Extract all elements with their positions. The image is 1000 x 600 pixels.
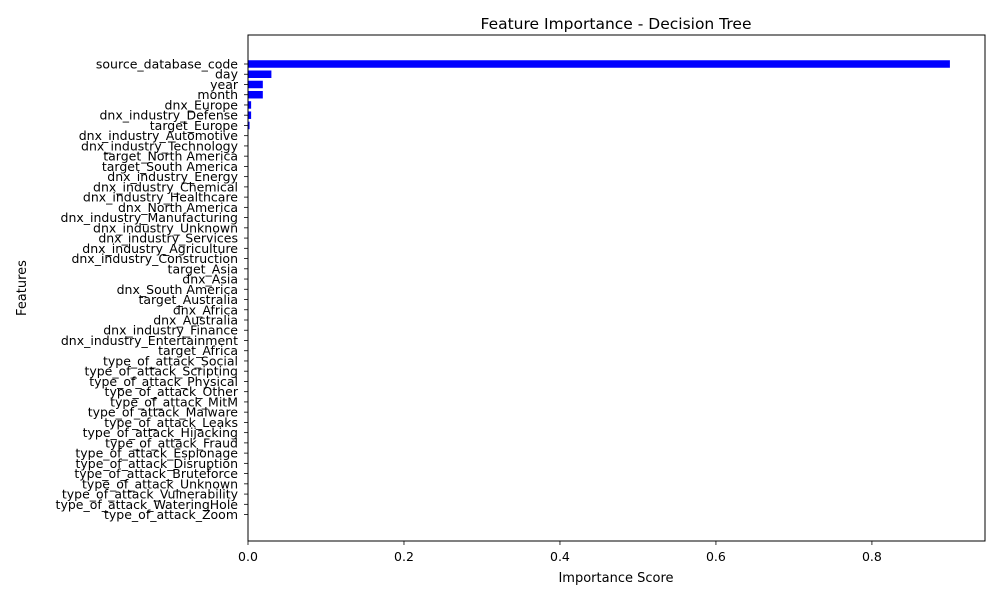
y-tick-label: dnx_industry_Energy — [107, 169, 238, 184]
y-tick-label: type_of_attack_Bruteforce — [74, 466, 238, 481]
y-tick-label: target_North America — [103, 149, 238, 164]
y-tick-label: month — [197, 87, 238, 102]
y-tick-label: year — [210, 77, 239, 92]
plot-frame — [247, 34, 986, 542]
y-ticks-group: source_database_codedayyearmonthdnx_Euro… — [56, 57, 248, 522]
x-tick-label: 0.6 — [706, 549, 726, 564]
bar — [248, 121, 250, 130]
y-tick-label: type_of_attack_Malware — [88, 405, 239, 420]
y-tick-label: dnx_Australia — [153, 313, 238, 328]
y-tick-label: type_of_attack_Other — [105, 384, 239, 399]
y-tick-label: type_of_attack_MitM — [110, 394, 238, 409]
bar — [248, 70, 272, 78]
y-tick-label: target_South America — [102, 159, 238, 174]
bar — [248, 60, 950, 68]
y-tick-label: target_Asia — [168, 261, 238, 276]
chart-title: Feature Importance - Decision Tree — [481, 15, 752, 33]
y-tick-label: source_database_code — [96, 57, 238, 72]
y-tick-label: dnx_industry_Unknown — [93, 220, 238, 235]
y-tick-label: type_of_attack_Social — [103, 353, 238, 368]
bar — [248, 80, 263, 89]
y-tick-label: dnx_industry_Chemical — [93, 179, 238, 194]
x-tick-label: 0.0 — [238, 549, 258, 564]
y-tick-label: dnx_industry_Finance — [103, 323, 238, 338]
y-tick-label: dnx_industry_Defense — [100, 108, 239, 123]
y-tick-label: dnx_industry_Agriculture — [82, 241, 238, 256]
y-tick-label: dnx_industry_Healthcare — [83, 190, 238, 205]
y-tick-label: type_of_attack_Unknown — [82, 476, 238, 491]
y-tick-label: type_of_attack_Scripting — [84, 364, 238, 379]
y-tick-label: dnx_Asia — [182, 272, 238, 287]
y-tick-label: type_of_attack_Physical — [89, 374, 238, 389]
y-tick-label: type_of_attack_Disruption — [75, 456, 238, 471]
y-tick-label: dnx_industry_Entertainment — [61, 333, 238, 348]
y-tick-label: dnx_Europe — [165, 97, 239, 112]
y-tick-label: dnx_North America — [118, 200, 238, 215]
y-tick-label: type_of_attack_Vulnerability — [62, 487, 239, 502]
y-tick-label: dnx_Africa — [173, 302, 238, 317]
y-tick-label: type_of_attack_Hijacking — [83, 425, 238, 440]
x-tick-label: 0.8 — [862, 549, 882, 564]
y-tick-label: dnx_industry_Automotive — [79, 128, 239, 143]
x-axis-label: Importance Score — [558, 571, 673, 586]
y-tick-label: type_of_attack_Zoom — [104, 507, 238, 522]
y-tick-label: day — [215, 67, 239, 82]
y-tick-label: dnx_industry_Manufacturing — [61, 210, 238, 225]
y-tick-label: target_Europe — [150, 118, 239, 133]
y-tick-label: target_Australia — [138, 292, 238, 307]
y-tick-label: dnx_industry_Technology — [81, 138, 239, 153]
x-ticks-group: 0.0 0.2 0.4 0.6 0.8 — [238, 541, 882, 564]
y-tick-label: dnx_South America — [117, 282, 238, 297]
y-tick-label: type_of_attack_Espionage — [75, 446, 238, 461]
y-tick-label: type_of_attack_WateringHole — [56, 497, 239, 512]
y-tick-label: dnx_industry_Services — [98, 231, 238, 246]
bar — [248, 101, 252, 109]
y-tick-label: dnx_industry_Construction — [71, 251, 238, 266]
bar — [248, 111, 252, 119]
bars-group — [248, 60, 950, 130]
x-tick-label: 0.4 — [550, 549, 570, 564]
bar — [248, 90, 263, 99]
y-tick-label: target_Africa — [158, 343, 238, 358]
y-tick-label: type_of_attack_Leaks — [104, 415, 238, 430]
x-tick-label: 0.2 — [394, 549, 414, 564]
y-axis-label: Features — [15, 260, 30, 316]
y-tick-label: type_of_attack_Fraud — [105, 435, 238, 450]
